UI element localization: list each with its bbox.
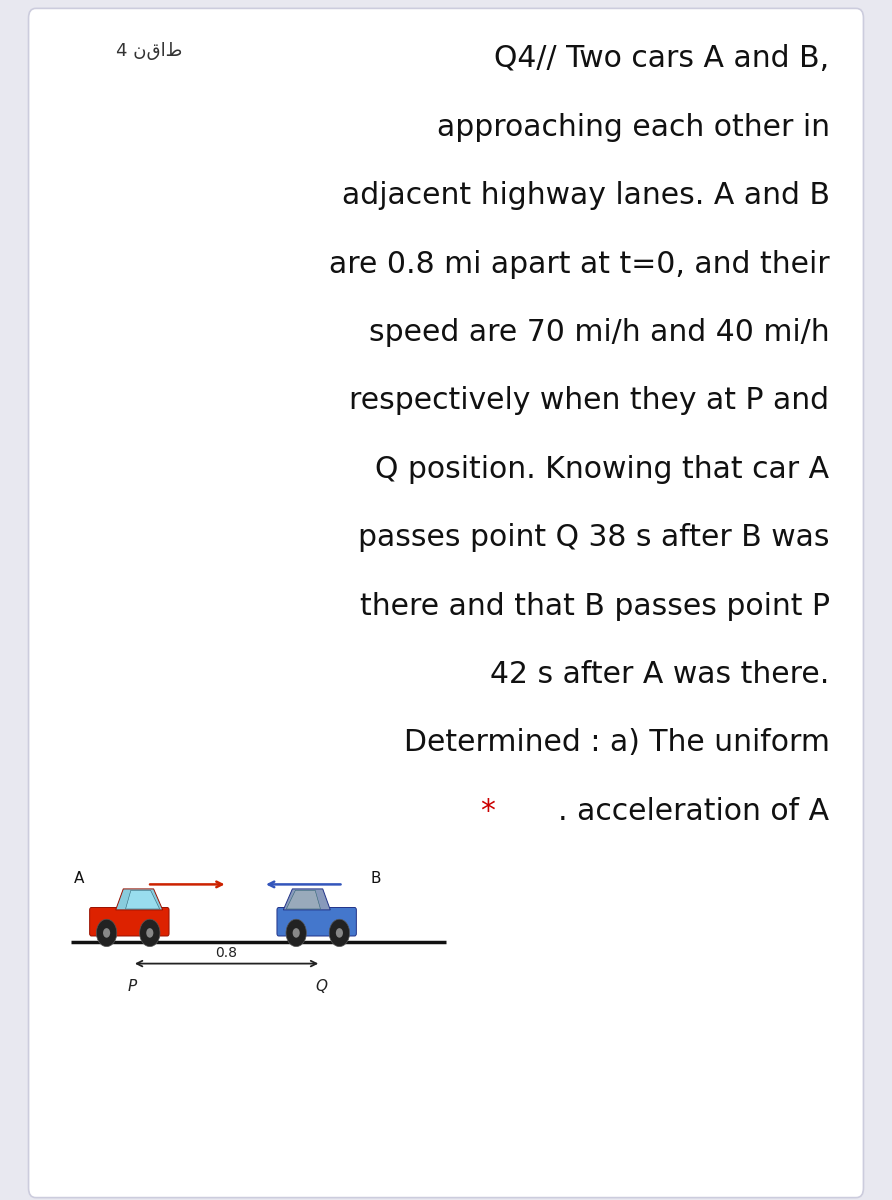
Text: speed are 70 mi/h and 40 mi/h: speed are 70 mi/h and 40 mi/h [369,318,830,347]
Text: . acceleration of A: . acceleration of A [558,797,830,826]
Circle shape [286,919,306,947]
Text: *: * [480,797,495,826]
Text: 42 s after A was there.: 42 s after A was there. [491,660,830,689]
Text: Q position. Knowing that car A: Q position. Knowing that car A [376,455,830,484]
Text: Q: Q [315,979,327,994]
Circle shape [103,928,110,937]
Text: respectively when they at P and: respectively when they at P and [350,386,830,415]
FancyBboxPatch shape [277,907,357,936]
Circle shape [293,928,300,937]
Text: are 0.8 mi apart at t=0, and their: are 0.8 mi apart at t=0, and their [329,250,830,278]
Text: 4 نقاط: 4 نقاط [116,42,182,60]
Text: Q4// Two cars A and B,: Q4// Two cars A and B, [494,44,830,73]
Text: P: P [128,979,136,994]
Text: there and that B passes point P: there and that B passes point P [359,592,830,620]
Text: adjacent highway lanes. A and B: adjacent highway lanes. A and B [342,181,830,210]
FancyBboxPatch shape [89,907,169,936]
Polygon shape [126,890,160,908]
Circle shape [96,919,117,947]
Circle shape [329,919,350,947]
Polygon shape [286,890,320,908]
Circle shape [336,928,343,937]
Polygon shape [284,889,330,910]
Circle shape [140,919,160,947]
Text: approaching each other in: approaching each other in [436,113,830,142]
Circle shape [146,928,153,937]
Text: B: B [370,871,381,886]
Polygon shape [116,889,162,910]
Text: 0.8: 0.8 [216,946,237,960]
Text: passes point Q 38 s after B was: passes point Q 38 s after B was [358,523,830,552]
Text: Determined : a) The uniform: Determined : a) The uniform [404,728,830,757]
Text: A: A [74,871,85,886]
